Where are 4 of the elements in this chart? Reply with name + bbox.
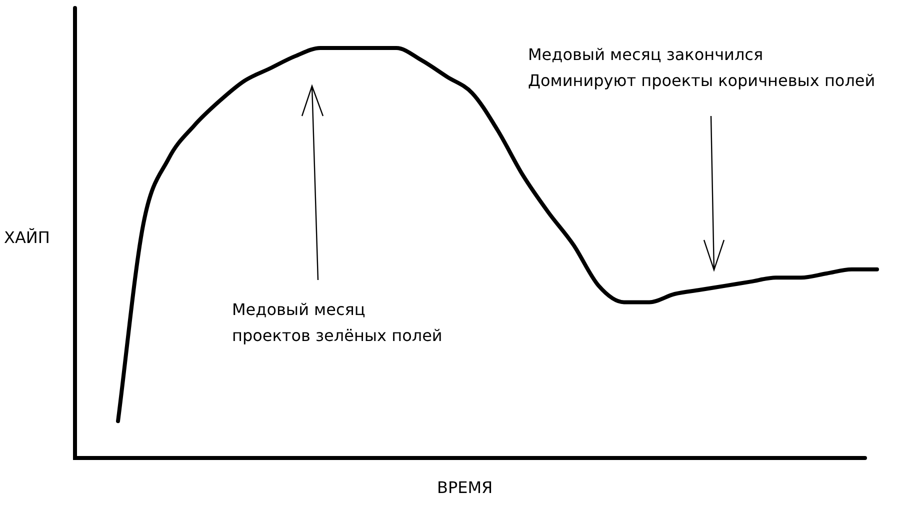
annotation: Медовый месяц проектов зелёных полей [232,299,442,347]
x-axis-title: ВРЕМЯ [437,477,493,499]
annotation: Медовый месяц закончился Доминируют проекты коричневых полей [528,44,876,92]
y-axis-title: ХАЙП [4,227,50,249]
